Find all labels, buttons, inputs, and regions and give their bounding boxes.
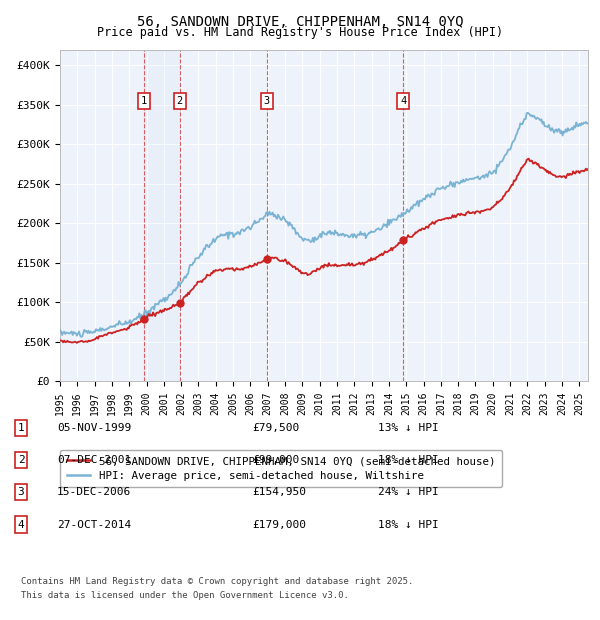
Text: £79,500: £79,500 — [252, 423, 299, 433]
Bar — [144, 50, 180, 381]
Legend: 56, SANDOWN DRIVE, CHIPPENHAM, SN14 0YQ (semi-detached house), HPI: Average pric: 56, SANDOWN DRIVE, CHIPPENHAM, SN14 0YQ … — [60, 450, 502, 487]
Text: 3: 3 — [17, 487, 25, 497]
Text: 15-DEC-2006: 15-DEC-2006 — [57, 487, 131, 497]
Text: 3: 3 — [264, 96, 270, 106]
Text: 24% ↓ HPI: 24% ↓ HPI — [378, 487, 439, 497]
Text: This data is licensed under the Open Government Licence v3.0.: This data is licensed under the Open Gov… — [21, 591, 349, 600]
Text: 2: 2 — [17, 455, 25, 465]
Text: 1: 1 — [141, 96, 147, 106]
Text: £154,950: £154,950 — [252, 487, 306, 497]
Text: 13% ↓ HPI: 13% ↓ HPI — [378, 423, 439, 433]
Text: Price paid vs. HM Land Registry's House Price Index (HPI): Price paid vs. HM Land Registry's House … — [97, 26, 503, 39]
Text: 4: 4 — [400, 96, 406, 106]
Text: 56, SANDOWN DRIVE, CHIPPENHAM, SN14 0YQ: 56, SANDOWN DRIVE, CHIPPENHAM, SN14 0YQ — [137, 16, 463, 30]
Text: £179,000: £179,000 — [252, 520, 306, 529]
Text: 18% ↓ HPI: 18% ↓ HPI — [378, 455, 439, 465]
Text: 27-OCT-2014: 27-OCT-2014 — [57, 520, 131, 529]
Text: 07-DEC-2001: 07-DEC-2001 — [57, 455, 131, 465]
Text: 18% ↓ HPI: 18% ↓ HPI — [378, 520, 439, 529]
Text: 2: 2 — [176, 96, 183, 106]
Text: 4: 4 — [17, 520, 25, 529]
Text: Contains HM Land Registry data © Crown copyright and database right 2025.: Contains HM Land Registry data © Crown c… — [21, 577, 413, 586]
Text: £99,000: £99,000 — [252, 455, 299, 465]
Text: 1: 1 — [17, 423, 25, 433]
Text: 05-NOV-1999: 05-NOV-1999 — [57, 423, 131, 433]
